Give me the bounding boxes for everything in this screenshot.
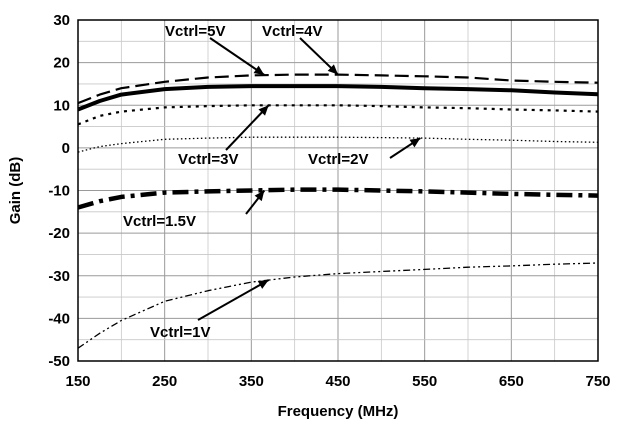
x-tick-label: 450 [325, 373, 350, 390]
x-tick-label: 750 [585, 373, 610, 390]
annotation-label-vctrl-1.5v: Vctrl=1.5V [123, 213, 196, 230]
y-tick-label: -30 [48, 268, 70, 285]
series-line-v3 [77, 104, 599, 126]
series-line-v1 [77, 262, 599, 349]
series-line-v15 [77, 187, 599, 210]
annotation-arrowhead-vctrl-5v [253, 65, 265, 75]
y-tick-label: 10 [53, 97, 70, 114]
annotation-label-vctrl-5v: Vctrl=5V [165, 23, 225, 40]
series-line-v5 [77, 73, 599, 105]
annotation-label-vctrl-2v: Vctrl=2V [308, 151, 368, 168]
y-tick-label: 30 [53, 12, 70, 29]
annotation-arrowhead-vctrl-1v [257, 280, 269, 289]
x-tick-label: 650 [499, 373, 524, 390]
x-tick-label: 550 [412, 373, 437, 390]
annotation-arrowhead-vctrl-4v [327, 64, 338, 75]
x-tick-label: 250 [152, 373, 177, 390]
x-tick-label: 150 [65, 373, 90, 390]
annotations: Vctrl=5V Vctrl=4V Vctrl=3V Vctrl=2V Vctrl=1.… [123, 23, 421, 341]
y-tick-label: -40 [48, 310, 70, 327]
y-tick-label: -10 [48, 183, 70, 200]
tick-labels: 150 250 350 450 550 650 750 -50 -40 -30 -20 -10 0 10 2… [48, 12, 610, 390]
annotation-arrow-vctrl-5v [209, 37, 265, 76]
series-line-v4 [77, 84, 599, 112]
annotation-label-vctrl-4v: Vctrl=4V [262, 23, 322, 40]
annotation-label-vctrl-1v: Vctrl=1V [150, 324, 210, 341]
annotation-label-vctrl-3v: Vctrl=3V [178, 151, 238, 168]
series-lines [77, 73, 599, 349]
y-tick-label: 0 [62, 140, 70, 157]
annotation-arrowhead-vctrl-1.5v [254, 190, 265, 202]
x-axis-title: Frequency (MHz) [278, 403, 399, 420]
plot-frame [77, 19, 599, 362]
annotation-arrow-vctrl-1v [197, 279, 270, 321]
y-tick-label: -50 [48, 353, 70, 370]
annotation-arrowhead-vctrl-2v [409, 138, 421, 148]
annotation-arrow-vctrl-3v [225, 104, 270, 151]
y-axis-title: Gain (dB) [7, 157, 24, 225]
y-tick-label: -20 [48, 225, 70, 242]
grid [78, 20, 598, 361]
y-tick-label: 20 [53, 55, 70, 72]
x-tick-label: 350 [239, 373, 264, 390]
annotation-arrowhead-vctrl-3v [258, 105, 269, 116]
